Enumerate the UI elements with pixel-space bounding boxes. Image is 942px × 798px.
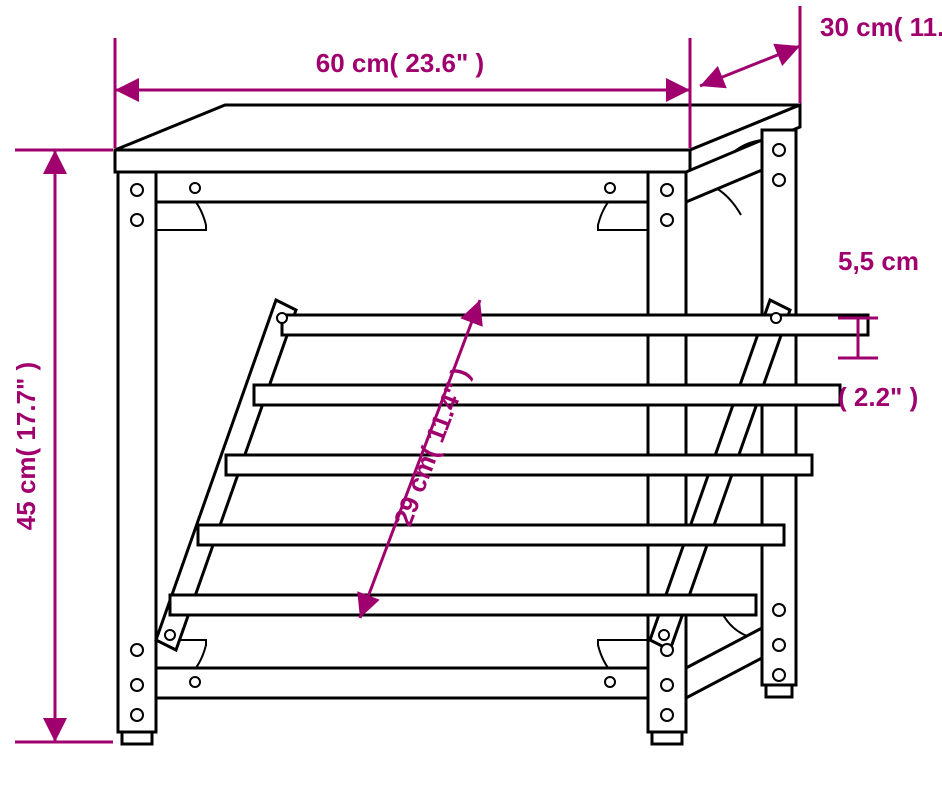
dimension-slat-gap-imperial: ( 2.2" ) bbox=[838, 382, 918, 412]
dimension-depth: 30 cm( 11.8" ) bbox=[700, 6, 942, 103]
top-panel bbox=[115, 105, 800, 172]
dimension-depth-label: 30 cm( 11.8" ) bbox=[820, 12, 942, 42]
dimension-slat-gap-value: 5,5 cm bbox=[838, 246, 919, 276]
leg-front-left bbox=[118, 172, 206, 744]
dimension-height: 45 cm( 17.7" ) bbox=[11, 150, 113, 742]
furniture-drawing bbox=[115, 105, 868, 744]
dimension-width-label: 60 cm( 23.6" ) bbox=[316, 48, 484, 78]
dimension-height-label: 45 cm( 17.7" ) bbox=[11, 362, 41, 530]
